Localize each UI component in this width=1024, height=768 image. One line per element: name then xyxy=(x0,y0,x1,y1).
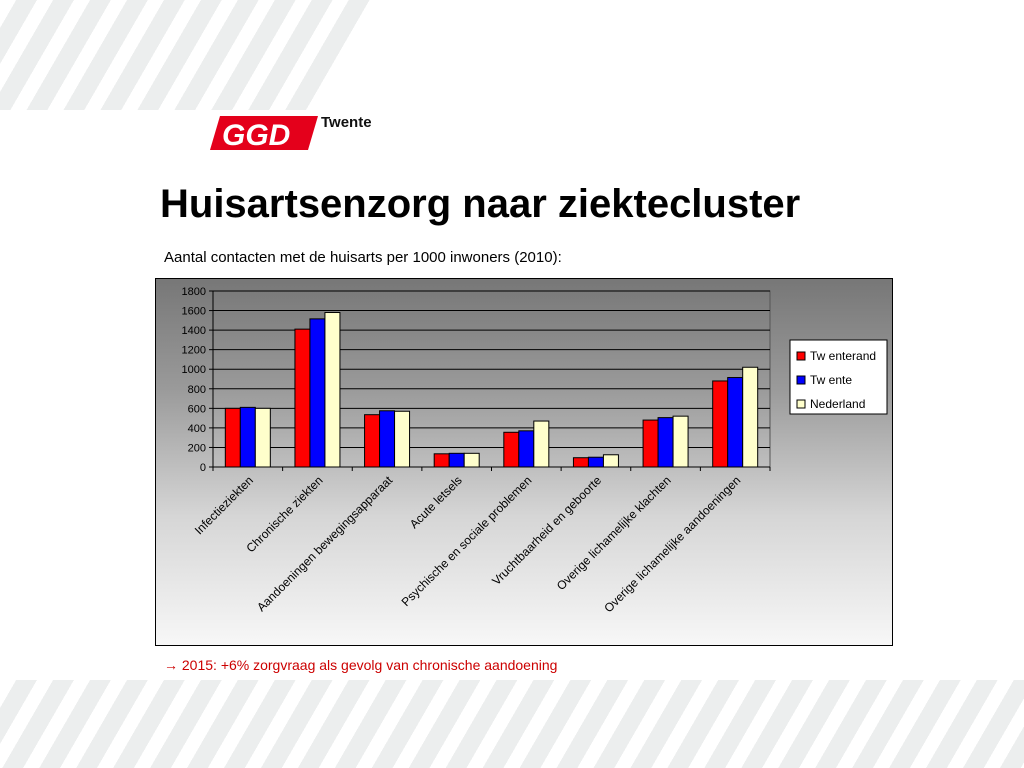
bar xyxy=(742,366,759,468)
logo-text: Twente xyxy=(321,114,372,131)
bar xyxy=(503,431,520,468)
y-tick-label: 1200 xyxy=(182,345,206,357)
arrow-right-icon: → xyxy=(164,657,178,673)
y-tick-label: 1400 xyxy=(182,325,206,337)
y-tick-label: 200 xyxy=(188,442,206,454)
x-tick-label: Overige lichamelijke klachten xyxy=(554,473,674,593)
bar xyxy=(518,430,535,468)
legend-label: Tw ente xyxy=(810,373,852,387)
bar xyxy=(224,407,241,468)
bar xyxy=(254,407,271,468)
ggd-logo: GGD xyxy=(210,116,318,152)
bar xyxy=(324,312,341,468)
bar-chart: 0 200 400 600 800 1000 1200 1400 1600 1800 Infecti… xyxy=(182,286,888,615)
bar xyxy=(448,452,465,468)
bar xyxy=(587,456,604,468)
bar xyxy=(533,420,550,468)
legend-swatch xyxy=(796,375,806,385)
page-title: Huisartsenzorg naar ziektecluster xyxy=(160,182,801,226)
bar xyxy=(239,406,256,468)
legend-swatch xyxy=(796,351,806,361)
y-tick-label: 0 xyxy=(200,462,206,474)
bar xyxy=(463,452,480,468)
bar xyxy=(364,414,381,468)
bar xyxy=(657,417,674,468)
bar xyxy=(572,457,589,468)
legend xyxy=(789,339,888,415)
bar xyxy=(712,380,729,468)
chart-subtitle: Aantal contacten met de huisarts per 100… xyxy=(164,249,562,266)
footnote: → 2015: +6% zorgvraag als gevolg van chr… xyxy=(164,657,557,673)
bar xyxy=(433,453,450,468)
bar xyxy=(394,410,411,468)
ggd-logo-parallelogram xyxy=(210,116,318,150)
bar xyxy=(309,318,326,468)
x-tick-label: Acute letsels xyxy=(407,473,465,531)
bar xyxy=(294,328,311,468)
x-tick-label: Psychische en sociale problemen xyxy=(399,473,535,609)
x-tick-label: Infectieziekten xyxy=(192,473,256,537)
y-tick-label: 400 xyxy=(188,423,206,435)
bar xyxy=(602,454,619,468)
bar xyxy=(379,410,396,468)
background-stripes-top-mask xyxy=(320,0,1024,110)
ggd-logo-letters: GGD xyxy=(222,119,290,152)
y-tick-label: 800 xyxy=(188,384,206,396)
bar xyxy=(642,419,659,468)
y-tick-label: 1600 xyxy=(182,306,206,318)
legend-label: Nederland xyxy=(810,397,865,411)
bar xyxy=(672,415,689,468)
background-stripes-bottom xyxy=(0,680,1024,768)
legend-label: Tw enterand xyxy=(810,349,876,363)
y-tick-label: 1800 xyxy=(182,286,206,298)
chart-container: 0 200 400 600 800 1000 1200 1400 1600 1800 Infecti… xyxy=(155,278,893,646)
footnote-text: 2015: +6% zorgvraag als gevolg van chron… xyxy=(178,657,558,673)
x-tick-label: Chronische ziekten xyxy=(243,473,325,555)
legend-swatch xyxy=(796,399,806,409)
x-tick-label: Aandoeningen bewegingsapparaat xyxy=(254,473,396,615)
bar xyxy=(727,377,744,468)
y-tick-label: 600 xyxy=(188,403,206,415)
y-tick-label: 1000 xyxy=(182,364,206,376)
x-tick-label: Overige lichamelijke aandoeningen xyxy=(601,473,743,615)
